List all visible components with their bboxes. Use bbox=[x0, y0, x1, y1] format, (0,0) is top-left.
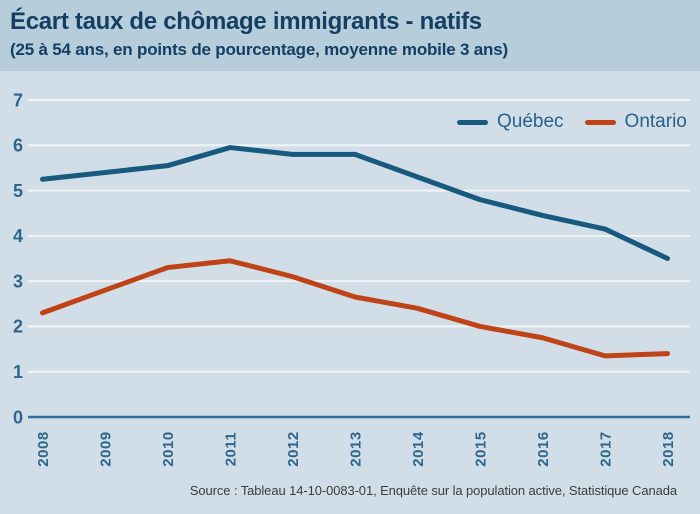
y-tick-label: 5 bbox=[13, 181, 23, 201]
x-tick-label: 2010 bbox=[160, 431, 177, 466]
y-tick-label: 7 bbox=[13, 90, 23, 110]
x-tick-label: 2015 bbox=[472, 431, 489, 466]
series-line-quebec bbox=[40, 145, 670, 261]
x-tick-label: 2008 bbox=[35, 431, 52, 466]
x-tick-label: 2013 bbox=[347, 431, 364, 466]
x-tick-label: 2014 bbox=[410, 431, 427, 467]
y-tick-label: 2 bbox=[13, 317, 23, 337]
chart-header: Écart taux de chômage immigrants - natif… bbox=[0, 0, 700, 71]
y-tick-label: 6 bbox=[13, 136, 23, 156]
x-tick-label: 2011 bbox=[222, 432, 239, 467]
y-tick-label: 4 bbox=[13, 226, 23, 246]
chart-subtitle: (25 à 54 ans, en points de pourcentage, … bbox=[10, 40, 508, 59]
y-tick-label: 0 bbox=[13, 407, 23, 427]
quebec-line-swatch-icon bbox=[457, 119, 488, 125]
y-tick-label: 3 bbox=[13, 271, 23, 291]
ontario-line-swatch-icon bbox=[584, 119, 616, 125]
x-tick-label: 2016 bbox=[535, 431, 552, 466]
legend-label-quebec: Québec bbox=[497, 111, 564, 132]
x-tick-label: 2009 bbox=[97, 431, 114, 466]
legend-item-ontario: Ontario bbox=[584, 111, 687, 133]
series-line-ontario bbox=[40, 258, 670, 359]
legend-label-ontario: Ontario bbox=[624, 111, 687, 132]
chart-legend: Québec Ontario bbox=[457, 111, 687, 133]
source-note: Source : Tableau 14-10-0083-01, Enquête … bbox=[189, 483, 677, 498]
legend-item-quebec: Québec bbox=[457, 111, 564, 133]
x-tick-label: 2012 bbox=[285, 431, 302, 466]
x-tick-label: 2017 bbox=[597, 431, 614, 466]
x-tick-label: 2018 bbox=[660, 431, 677, 466]
y-tick-label: 1 bbox=[13, 362, 23, 382]
chart-title: Écart taux de chômage immigrants - natif… bbox=[10, 8, 482, 35]
